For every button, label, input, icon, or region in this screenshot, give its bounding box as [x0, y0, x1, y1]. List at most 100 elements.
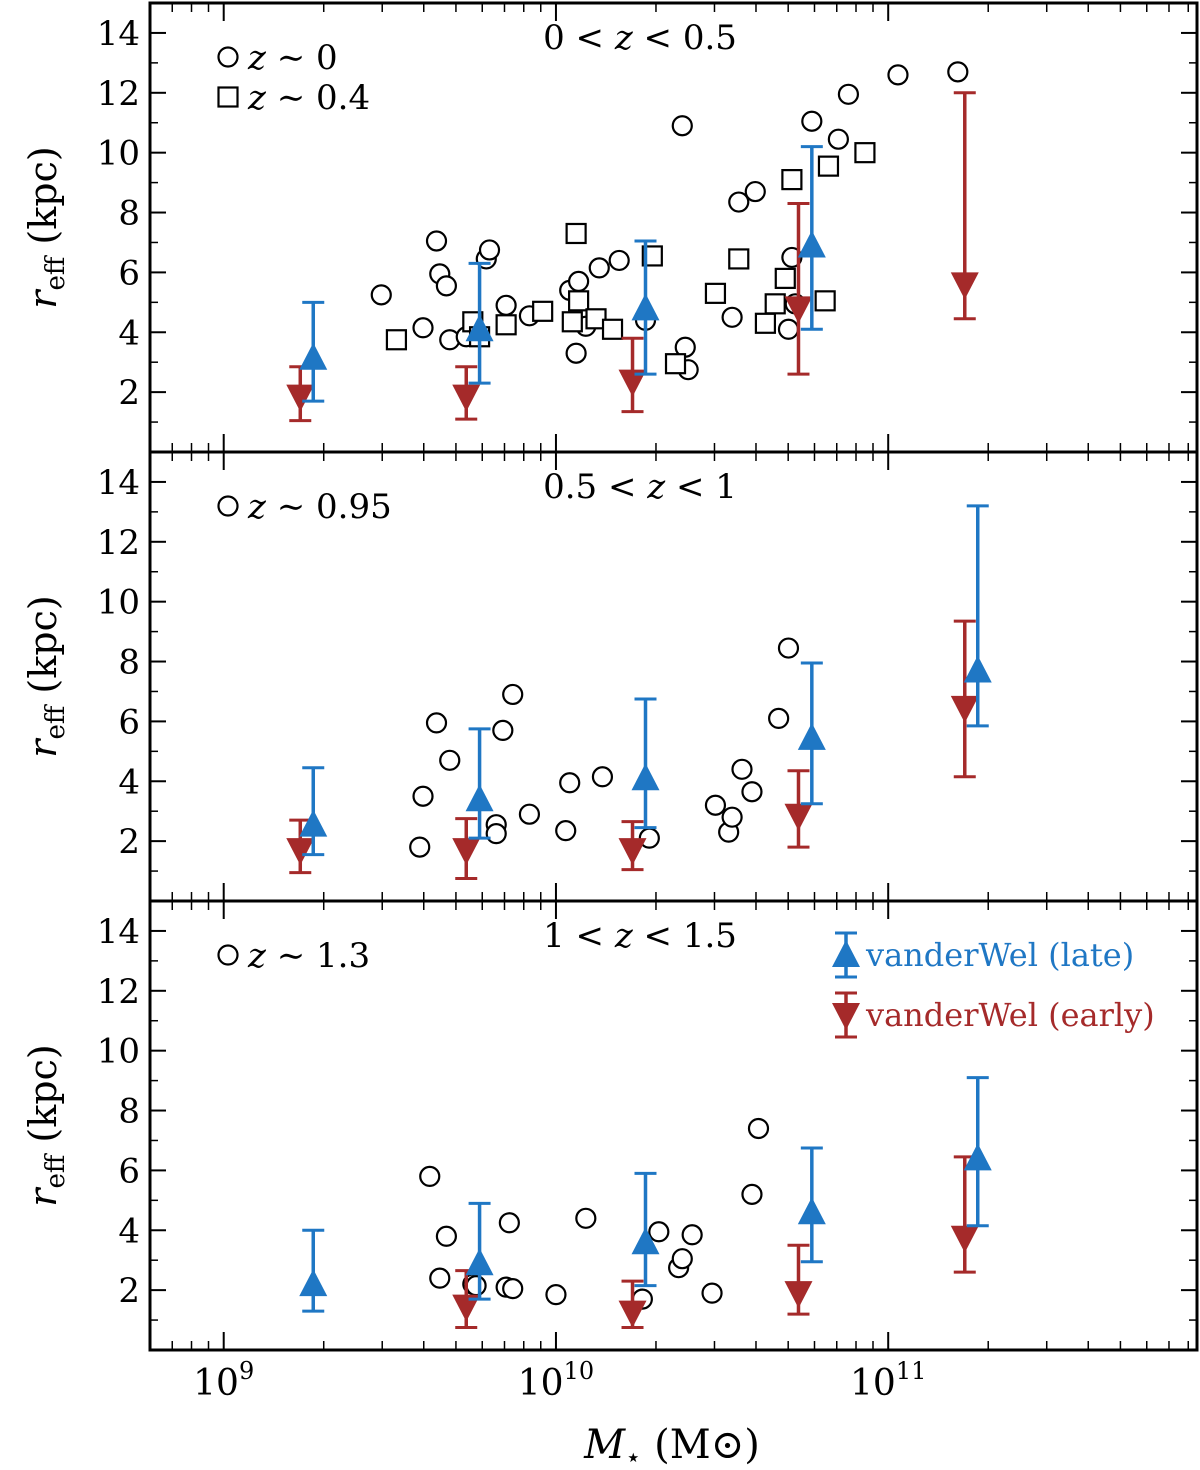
early-marker [452, 384, 481, 412]
late-marker [465, 784, 494, 812]
data-point-square [601, 318, 624, 340]
data-point-circle [492, 719, 514, 741]
data-point-circle [728, 191, 750, 213]
y-tick-label: 8 [118, 194, 140, 234]
data-point-square [561, 311, 583, 333]
y-tick-label: 12 [97, 74, 140, 114]
data-point-circle [575, 1207, 597, 1229]
data-point-square [495, 314, 517, 336]
data-point-circle [747, 1117, 770, 1140]
late-marker [797, 1197, 826, 1225]
data-point-square [704, 282, 727, 304]
data-point-square [754, 312, 777, 334]
y-tick-label: 2 [118, 1271, 140, 1311]
data-point-square [641, 245, 663, 267]
data-point-circle [545, 1284, 567, 1306]
y-tick-label: 2 [118, 822, 140, 862]
data-point-square [814, 290, 836, 312]
data-point-circle [502, 1278, 524, 1300]
series-circle [419, 1117, 770, 1310]
early-marker [286, 838, 315, 866]
data-point-square [774, 267, 796, 289]
legend-label: z ∼ 0.95 [247, 487, 392, 527]
legend-series-label: vanderWel (early) [865, 996, 1155, 1034]
data-point-circle [671, 1248, 693, 1270]
data-point-square [781, 169, 803, 191]
data-point-circle [704, 794, 727, 816]
y-axis-label: reff (kpc) [21, 146, 71, 308]
late-marker [797, 230, 826, 258]
data-point-square [385, 329, 408, 351]
data-point-circle [495, 294, 517, 316]
legend-marker-circle [217, 495, 239, 517]
data-point-circle [827, 128, 849, 150]
data-point-circle [947, 61, 969, 83]
late-marker [465, 1248, 494, 1276]
panel-3: 2 4 6 8 10 12 14 reff (kpc) 1 < z < 1.5 z ∼ 1.3 va… [21, 899, 1199, 1352]
legend-marker-early [832, 1003, 860, 1030]
legend-marker-square [217, 86, 239, 108]
data-point-circle [837, 83, 860, 105]
data-point-circle [568, 270, 590, 292]
data-point-circle [887, 64, 909, 86]
data-point-circle [681, 1224, 703, 1246]
data-point-circle [701, 1282, 723, 1304]
series-vanderwel-early [452, 1155, 979, 1330]
data-point-circle [465, 1275, 487, 1297]
y-tick-label: 6 [118, 1151, 140, 1191]
legend-marker-circle [217, 944, 239, 966]
data-point-circle [671, 115, 693, 137]
legend-label: z ∼ 0 [247, 38, 338, 78]
y-tick-label: 4 [118, 1211, 140, 1251]
legend-series-label: vanderWel (late) [865, 936, 1134, 974]
data-point-circle [588, 257, 610, 279]
data-point-circle [412, 785, 434, 807]
panel-label: 0 < z < 0.5 [543, 18, 737, 58]
data-point-circle [518, 803, 541, 825]
y-tick-label: 12 [97, 523, 140, 563]
legend-label: z ∼ 0.4 [247, 78, 370, 118]
data-point-circle [425, 712, 448, 734]
data-point-circle [409, 836, 431, 858]
series-vanderwel-late [299, 145, 826, 403]
data-point-circle [555, 820, 577, 842]
legend-marker-late [832, 940, 860, 967]
early-marker [452, 1294, 481, 1322]
y-tick-label: 8 [118, 643, 140, 683]
early-marker [784, 803, 813, 831]
panel-2: 2 4 6 8 10 12 14 reff (kpc) 0.5 < z < 1 z ∼ 0.95 [21, 450, 1199, 903]
data-point-circle [435, 275, 457, 297]
data-point-circle [439, 749, 461, 771]
data-point-circle [502, 683, 524, 706]
series-vanderwel-late [299, 1076, 992, 1313]
series-vanderwel-early [286, 91, 979, 423]
data-point-circle [559, 772, 581, 794]
panel-label: 0.5 < z < 1 [543, 467, 737, 507]
late-marker [631, 763, 660, 791]
legend: z ∼ 0z ∼ 0.4 [217, 38, 370, 118]
late-marker [963, 655, 992, 683]
series-vanderwel-late [299, 504, 992, 857]
data-point-circle [435, 1225, 457, 1247]
early-marker [950, 695, 979, 723]
late-marker [631, 293, 660, 321]
y-tick-label: 10 [97, 583, 140, 623]
late-error-bar [468, 727, 491, 840]
legend-marker-circle [217, 46, 239, 68]
y-tick-label: 10 [97, 134, 140, 174]
early-marker [618, 838, 647, 866]
data-point-circle [741, 1183, 763, 1205]
y-tick-label: 4 [118, 762, 140, 802]
y-tick-label: 14 [97, 14, 140, 54]
data-point-circle [648, 1221, 670, 1243]
data-point-circle [801, 110, 823, 132]
late-marker [631, 1227, 660, 1255]
data-point-circle [419, 1165, 441, 1187]
x-axis-label: M⋆ (M⊙) [583, 1422, 760, 1470]
early-marker [950, 272, 979, 300]
data-point-square [565, 222, 587, 245]
late-marker [299, 342, 328, 370]
data-point-circle [485, 823, 507, 845]
y-tick-label: 6 [118, 702, 140, 742]
late-marker [299, 1269, 328, 1297]
